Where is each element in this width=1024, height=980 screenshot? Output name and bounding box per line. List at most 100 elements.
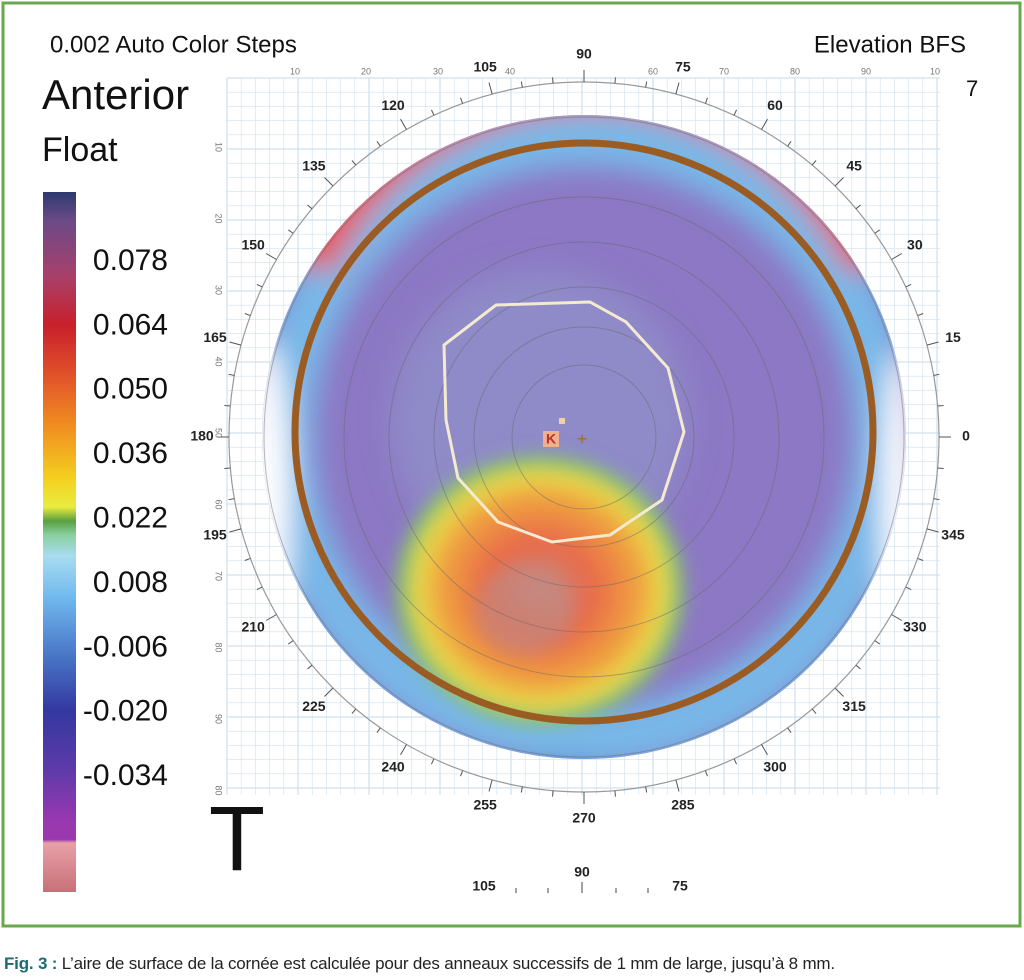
colorbar-label: 0.078 xyxy=(93,244,168,277)
scale-label: 40 xyxy=(505,66,515,76)
map-type: Elevation BFS xyxy=(814,31,966,58)
contour xyxy=(442,300,686,544)
angle-tick xyxy=(430,758,435,765)
scale-label: 80 xyxy=(790,66,800,76)
scale-label: 20 xyxy=(214,213,224,223)
angle-tick xyxy=(351,708,357,714)
angle-tick xyxy=(645,81,648,88)
angle-tick xyxy=(351,160,357,166)
angle-tick xyxy=(488,82,493,95)
eye-label: T xyxy=(209,788,265,890)
angle-label: 255 xyxy=(473,797,497,813)
scale-label: 70 xyxy=(214,571,224,581)
scale-label: 90 xyxy=(861,66,871,76)
ring xyxy=(343,196,825,678)
angle-label: 285 xyxy=(671,797,695,813)
angle-tick xyxy=(905,586,912,591)
angle-tick xyxy=(224,467,231,469)
angle-tick xyxy=(244,557,251,561)
angle-tick xyxy=(675,82,680,95)
angle-tick xyxy=(811,160,817,166)
bottom-label: 75 xyxy=(672,878,688,894)
angle-label: 270 xyxy=(572,810,596,826)
angle-label: 75 xyxy=(675,59,691,75)
angle-tick xyxy=(520,81,523,88)
angle-tick xyxy=(520,786,523,793)
angle-tick xyxy=(287,640,294,645)
angle-label: 210 xyxy=(241,619,265,635)
angle-label: 90 xyxy=(576,46,592,62)
angle-tick xyxy=(855,664,861,670)
frame xyxy=(1,1,1022,928)
apex-dot xyxy=(559,418,565,424)
angle-tick xyxy=(552,790,554,797)
scale-label: 40 xyxy=(214,356,224,366)
scale-label: 80 xyxy=(214,642,224,652)
angle-tick xyxy=(933,373,940,376)
scale-label: 80 xyxy=(214,785,224,795)
angle-tick xyxy=(614,790,616,797)
pupil-cross: + xyxy=(577,429,588,449)
index: 7 xyxy=(966,76,978,101)
angle-tick xyxy=(224,405,231,407)
colorbar-label: -0.006 xyxy=(83,630,168,663)
angle-label: 30 xyxy=(907,237,923,253)
scale-label: 60 xyxy=(648,66,658,76)
ring xyxy=(388,241,780,633)
angle-tick xyxy=(905,283,912,288)
colorbar xyxy=(43,192,76,892)
colorbar-label: -0.034 xyxy=(83,759,168,792)
colorbar-label: 0.036 xyxy=(93,437,168,470)
angle-label: 60 xyxy=(767,97,783,113)
caption-text: L’aire de surface de la cornée est calcu… xyxy=(61,954,835,973)
topography-figure: K + 0.002 Auto Color Steps Elevation BFS… xyxy=(1,1,1022,928)
angle-tick xyxy=(228,498,235,501)
angle-tick xyxy=(926,341,939,346)
mode: Float xyxy=(42,131,118,169)
angle-label: 0 xyxy=(962,428,970,444)
angle-tick xyxy=(834,177,844,187)
angle-tick xyxy=(704,770,708,777)
ring xyxy=(511,364,657,510)
angle-label: 135 xyxy=(302,158,326,174)
marker-box xyxy=(543,431,559,447)
caption-label: Fig. 3 : xyxy=(4,954,58,973)
angle-label: 240 xyxy=(381,759,405,775)
angle-tick xyxy=(376,140,381,147)
angle-tick xyxy=(855,204,861,210)
angle-tick xyxy=(761,744,768,756)
marker: K xyxy=(546,431,556,447)
angle-tick xyxy=(926,528,939,533)
angle-tick xyxy=(400,118,407,130)
ring xyxy=(473,326,695,548)
angle-tick xyxy=(891,614,903,621)
colorbar-label: 0.050 xyxy=(93,373,168,406)
colorbar-label: 0.008 xyxy=(93,566,168,599)
zone-circle xyxy=(291,139,877,725)
bottom-label: 105 xyxy=(472,878,496,894)
angle-tick xyxy=(917,557,924,561)
angle-tick xyxy=(787,727,792,734)
angle-tick xyxy=(460,770,464,777)
angle-tick xyxy=(244,313,251,317)
scale-label: 30 xyxy=(214,285,224,295)
angle-label: 330 xyxy=(903,619,927,635)
angle-tick xyxy=(675,779,680,792)
labels: 0 15 30 45 60 75 90 105 120 135 150 165 180 195 210 225… xyxy=(83,46,970,894)
angle-label: 45 xyxy=(846,158,862,174)
angle-tick xyxy=(834,687,844,697)
angle-label: 105 xyxy=(473,59,497,75)
angle-tick xyxy=(287,229,294,234)
scale-label: 10 xyxy=(930,66,940,76)
angle-label: 315 xyxy=(842,698,866,714)
angle-tick xyxy=(265,614,277,621)
angle-tick xyxy=(704,97,708,104)
angle-tick xyxy=(761,118,768,130)
angle-tick xyxy=(937,467,944,469)
colorbar-label: 0.064 xyxy=(93,308,168,341)
scale-label: 50 xyxy=(214,428,224,438)
angle-label: 180 xyxy=(190,428,214,444)
scale-label: 30 xyxy=(433,66,443,76)
angle-label: 165 xyxy=(203,329,227,345)
angle-tick xyxy=(614,77,616,84)
